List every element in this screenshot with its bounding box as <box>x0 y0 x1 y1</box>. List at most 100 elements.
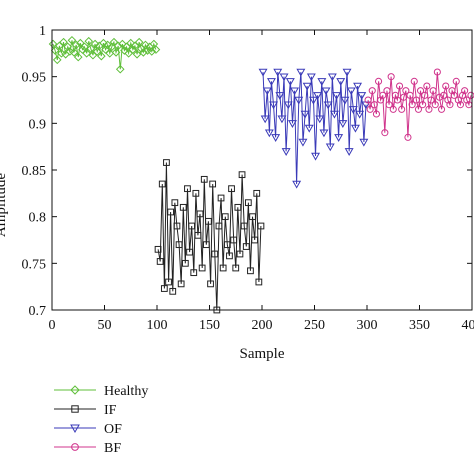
data-point <box>71 40 81 50</box>
data-point <box>398 105 406 113</box>
data-point <box>338 120 348 128</box>
data-point <box>103 40 112 50</box>
data-point <box>202 241 210 249</box>
data-point <box>389 105 397 113</box>
data-point <box>366 105 374 113</box>
data-point <box>217 194 225 202</box>
y-tick-label: 0.85 <box>22 164 47 179</box>
series-line <box>262 71 367 185</box>
data-point <box>173 222 181 230</box>
data-point <box>209 180 217 188</box>
data-point <box>387 73 395 81</box>
data-point <box>147 47 157 56</box>
data-point <box>383 87 391 95</box>
data-point <box>273 68 283 77</box>
data-point <box>198 264 206 272</box>
data-point <box>113 41 123 51</box>
data-point <box>132 49 142 59</box>
data-point <box>391 91 399 99</box>
legend-label: OF <box>104 422 122 437</box>
data-point <box>244 199 252 207</box>
data-point <box>329 110 339 119</box>
data-point <box>467 91 474 99</box>
data-point <box>374 77 383 85</box>
x-tick-label: 300 <box>357 318 378 333</box>
data-point <box>368 87 376 95</box>
series-if <box>154 159 265 314</box>
data-point <box>192 189 200 197</box>
data-point <box>124 49 133 58</box>
data-point <box>364 96 372 104</box>
data-point <box>118 39 127 49</box>
data-point <box>402 87 410 95</box>
data-point <box>186 248 193 256</box>
data-point <box>130 41 140 51</box>
data-point <box>238 171 246 179</box>
data-point <box>419 101 427 109</box>
data-point <box>381 129 389 137</box>
data-point <box>78 45 87 54</box>
data-point <box>59 37 68 47</box>
data-point <box>221 213 229 221</box>
data-point <box>230 236 238 244</box>
data-point <box>67 35 77 45</box>
data-point <box>120 46 129 55</box>
data-point <box>134 37 144 47</box>
data-point <box>177 280 185 288</box>
legend-label: IF <box>104 403 117 418</box>
data-point <box>292 180 302 189</box>
data-point <box>379 91 387 99</box>
data-point <box>80 42 89 52</box>
data-point <box>395 82 404 90</box>
data-point <box>232 264 240 272</box>
y-axis-label: Amplitude <box>0 173 9 238</box>
y-tick-label: 0.9 <box>29 117 47 132</box>
data-point <box>336 78 346 86</box>
data-point <box>109 37 119 47</box>
data-point <box>440 91 448 99</box>
data-point <box>50 46 60 55</box>
data-point <box>425 105 433 113</box>
data-point <box>69 48 79 57</box>
data-point <box>122 42 131 52</box>
legend-marker <box>70 385 80 395</box>
data-point <box>431 101 439 109</box>
data-point <box>283 101 293 110</box>
data-point <box>456 101 465 109</box>
data-point <box>277 115 287 124</box>
data-point <box>321 87 331 96</box>
data-point <box>304 124 314 133</box>
data-point <box>385 101 393 109</box>
data-point <box>296 68 306 77</box>
data-point <box>247 267 254 275</box>
data-point <box>346 87 356 96</box>
data-point <box>308 96 318 105</box>
data-point <box>228 185 235 193</box>
data-point <box>215 222 223 230</box>
x-tick-label: 100 <box>147 318 168 333</box>
data-point <box>435 93 444 101</box>
x-tick-label: 0 <box>49 318 56 333</box>
data-point <box>260 115 270 124</box>
data-point <box>298 138 308 147</box>
data-point <box>258 68 268 77</box>
data-point <box>433 68 441 76</box>
data-point <box>313 92 323 100</box>
data-point <box>97 51 106 61</box>
series-healthy <box>48 35 161 74</box>
data-point <box>188 222 196 230</box>
data-point <box>315 115 325 124</box>
axes: 0 50 100 150 200 250 300 350 400 0.7 0.75 0.8 0.85 0.… <box>22 24 474 333</box>
data-point <box>325 143 335 152</box>
data-point <box>400 93 408 101</box>
data-point <box>167 208 175 216</box>
data-point <box>111 48 121 57</box>
data-point <box>52 55 62 65</box>
data-point <box>236 250 244 258</box>
data-point <box>151 45 161 54</box>
data-point <box>88 50 98 60</box>
data-point <box>128 45 138 54</box>
data-point <box>242 243 250 250</box>
data-point <box>158 180 166 188</box>
